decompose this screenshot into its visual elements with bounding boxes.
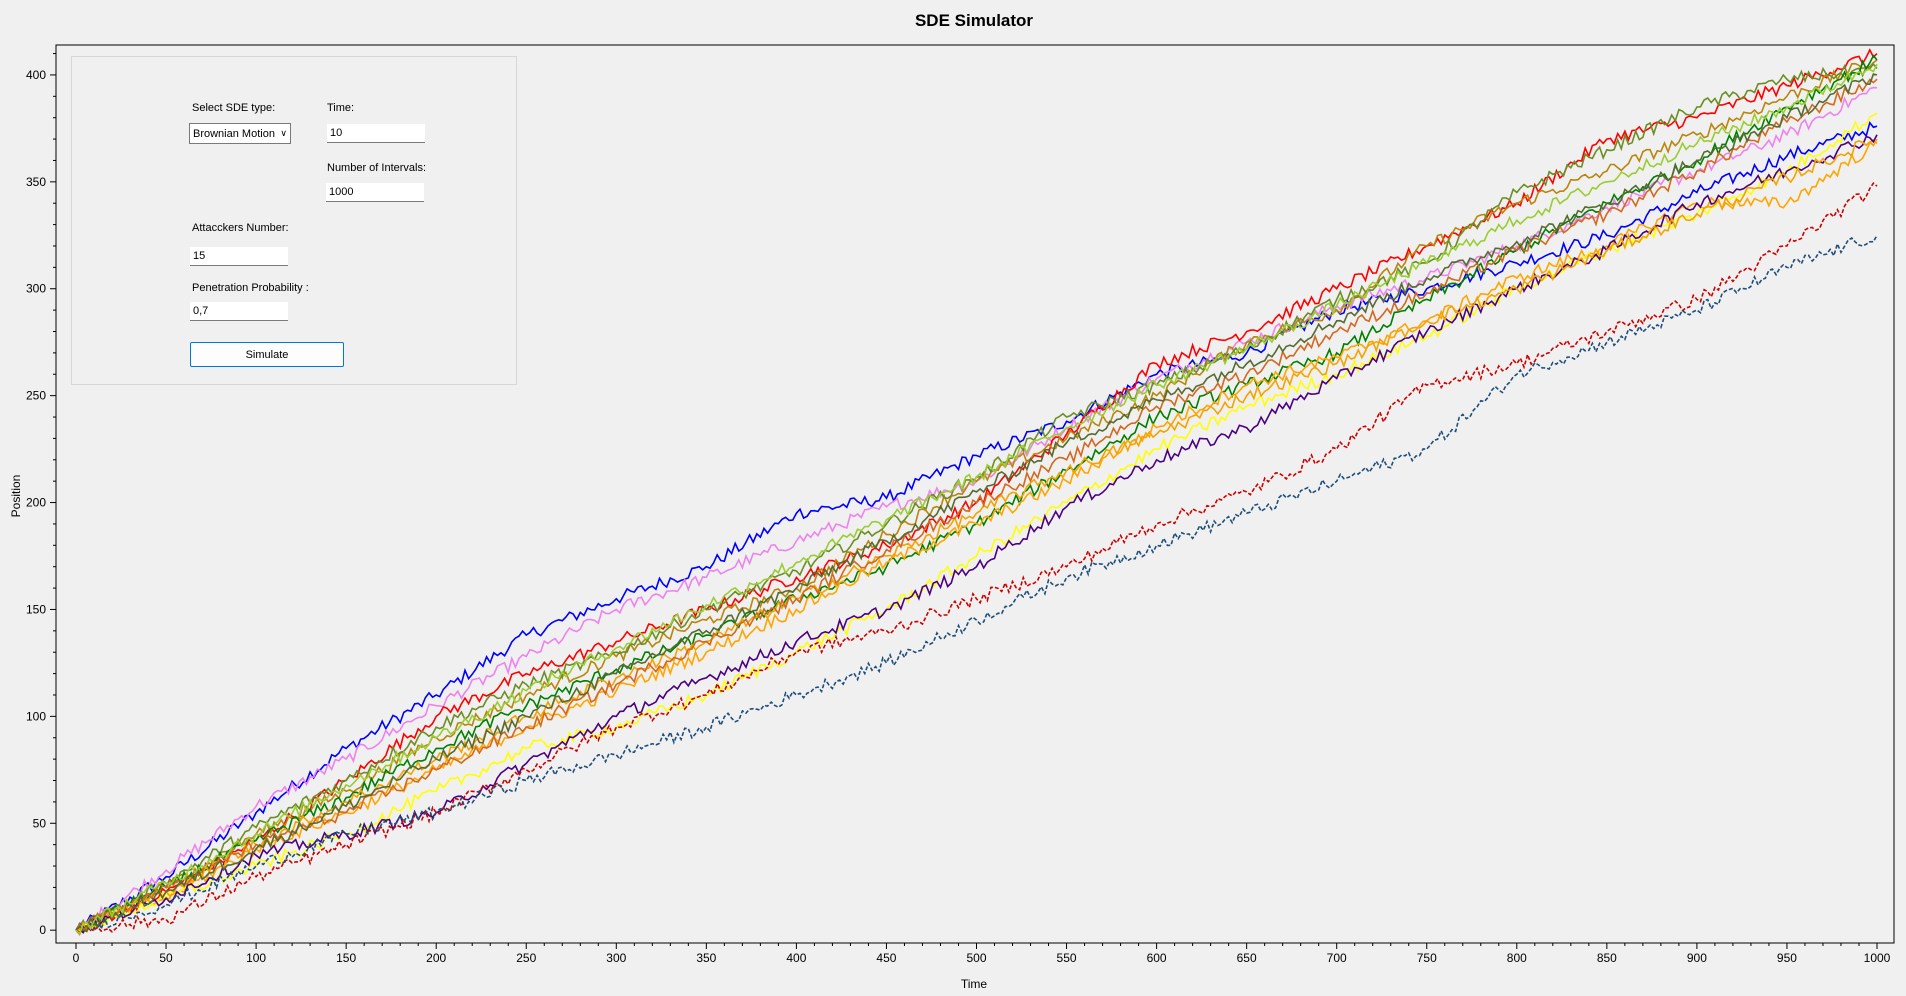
time-label: Time:: [327, 102, 355, 114]
x-tick-label: 600: [1147, 951, 1167, 965]
y-tick-label: 200: [26, 496, 46, 510]
series-line-1: [75, 120, 1878, 931]
simulate-button[interactable]: Simulate: [190, 342, 344, 367]
series-line-15: [75, 63, 1878, 936]
x-tick-label: 450: [876, 951, 896, 965]
ticks-layer: 0 50 100 150 200 250 300 350 400 450 500 550 600 650 7…: [26, 53, 1891, 965]
intervals-label: Number of Intervals:: [327, 162, 427, 174]
time-input[interactable]: [327, 124, 425, 143]
attackers-label: Attacckers Number:: [192, 222, 289, 234]
sde-type-select[interactable]: Brownian Motion ∨: [189, 123, 291, 144]
x-tick-label: 150: [336, 951, 356, 965]
x-tick-label: 700: [1327, 951, 1347, 965]
x-tick-label: 750: [1417, 951, 1437, 965]
x-tick-label: 200: [426, 951, 446, 965]
x-tick-label: 900: [1687, 951, 1707, 965]
y-tick-label: 150: [26, 602, 46, 616]
chart-title: SDE Simulator: [915, 11, 1033, 30]
y-tick-label: 400: [26, 68, 46, 82]
x-tick-label: 300: [606, 951, 626, 965]
y-tick-label: 0: [39, 923, 46, 937]
y-tick-label: 300: [26, 282, 46, 296]
penetration-label: Penetration Probability :: [192, 282, 309, 294]
x-tick-label: 0: [73, 951, 80, 965]
x-tick-label: 800: [1507, 951, 1527, 965]
series-line-12: [75, 234, 1878, 932]
attackers-input[interactable]: [190, 247, 288, 266]
x-tick-label: 250: [516, 951, 536, 965]
x-axis-label: Time: [961, 977, 988, 991]
x-tick-label: 650: [1237, 951, 1257, 965]
x-tick-label: 1000: [1864, 951, 1891, 965]
chevron-down-icon: ∨: [280, 128, 287, 138]
series-line-4: [75, 59, 1878, 934]
x-tick-label: 350: [696, 951, 716, 965]
control-panel: Select SDE type: Brownian Motion ∨ Time:…: [71, 56, 517, 385]
x-tick-label: 500: [966, 951, 986, 965]
intervals-input[interactable]: [326, 183, 424, 202]
x-tick-label: 100: [246, 951, 266, 965]
series-line-13: [75, 78, 1878, 931]
penetration-input[interactable]: [190, 302, 288, 321]
y-tick-label: 250: [26, 389, 46, 403]
sde-type-label: Select SDE type:: [192, 102, 276, 114]
x-tick-label: 50: [159, 951, 173, 965]
y-tick-label: 350: [26, 175, 46, 189]
series-line-14: [75, 73, 1878, 933]
x-tick-label: 400: [786, 951, 806, 965]
y-tick-label: 50: [33, 816, 47, 830]
series-line-11: [75, 182, 1878, 934]
x-tick-label: 850: [1597, 951, 1617, 965]
y-tick-label: 100: [26, 709, 46, 723]
x-tick-label: 550: [1057, 951, 1077, 965]
y-axis-label: Position: [9, 475, 23, 518]
x-tick-label: 950: [1777, 951, 1797, 965]
series-layer: [75, 48, 1878, 936]
plot-area-frame: [55, 44, 1895, 944]
sde-type-value: Brownian Motion: [193, 127, 275, 140]
